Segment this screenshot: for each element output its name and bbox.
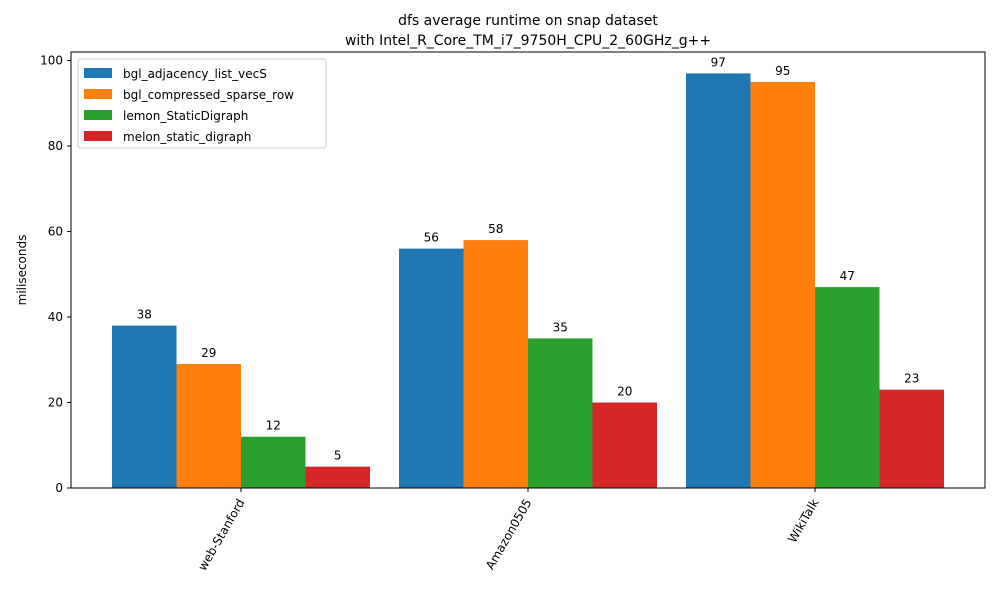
bar-melon_static_digraph-Amazon0505 — [592, 402, 657, 488]
legend-label: bgl_adjacency_list_vecS — [123, 67, 267, 81]
y-tick-label: 80 — [48, 139, 63, 153]
y-axis: 0 20 40 60 80 100 — [40, 54, 71, 495]
data-label: 20 — [617, 385, 632, 399]
data-label: 5 — [334, 449, 342, 463]
data-label: 12 — [266, 419, 281, 433]
data-label: 97 — [711, 55, 726, 69]
x-tick-label: WikiTalk — [785, 496, 821, 545]
legend: bgl_adjacency_list_vecS bgl_compressed_sp… — [77, 58, 327, 149]
data-labels-layer: 38 56 97 29 58 95 12 35 47 5 20 23 — [137, 55, 920, 462]
legend-swatch — [84, 131, 112, 141]
bar-melon_static_digraph-WikiTalk — [879, 389, 944, 488]
data-label: 29 — [201, 346, 216, 360]
legend-box — [77, 58, 327, 149]
legend-swatch — [84, 89, 112, 99]
data-label: 58 — [488, 222, 503, 236]
legend-label: melon_static_digraph — [123, 130, 251, 144]
bars-layer — [112, 73, 944, 488]
x-axis: web-Stanford Amazon0505 WikiTalk — [195, 488, 822, 574]
bar-melon_static_digraph-web-Stanford — [305, 466, 370, 488]
bar-bgl_compressed_sparse_row-Amazon0505 — [463, 240, 528, 488]
data-label: 38 — [137, 308, 152, 322]
data-label: 47 — [840, 269, 855, 283]
bar-lemon_StaticDigraph-WikiTalk — [815, 287, 880, 488]
y-tick-label: 40 — [48, 310, 63, 324]
plot-frame — [70, 51, 986, 489]
bar-lemon_StaticDigraph-web-Stanford — [241, 436, 306, 488]
bar-lemon_StaticDigraph-Amazon0505 — [528, 338, 593, 488]
legend-swatch — [84, 110, 112, 120]
y-tick-label: 60 — [48, 225, 63, 239]
bar-bgl_adjacency_list_vecS-WikiTalk — [686, 73, 751, 488]
y-tick-label: 100 — [40, 54, 63, 68]
bar-bgl_adjacency_list_vecS-web-Stanford — [112, 325, 177, 488]
x-tick-label: Amazon0505 — [483, 497, 535, 572]
y-tick-label: 0 — [55, 481, 63, 495]
bar-bgl_adjacency_list_vecS-Amazon0505 — [399, 248, 464, 488]
legend-swatch — [84, 68, 112, 78]
y-tick-label: 20 — [48, 396, 63, 410]
chart-title: dfs average runtime on snap dataset — [398, 13, 658, 29]
x-tick-label: web-Stanford — [195, 497, 247, 574]
data-label: 35 — [553, 320, 568, 334]
bar-bgl_compressed_sparse_row-web-Stanford — [176, 364, 241, 488]
data-label: 95 — [775, 64, 790, 78]
legend-label: bgl_compressed_sparse_row — [123, 88, 294, 102]
y-axis-label: miliseconds — [15, 235, 29, 306]
data-label: 23 — [904, 372, 919, 386]
bar-bgl_compressed_sparse_row-WikiTalk — [750, 81, 815, 488]
chart-subtitle: with Intel_R_Core_TM_i7_9750H_CPU_2_60GH… — [345, 33, 711, 49]
legend-label: lemon_StaticDigraph — [123, 109, 248, 123]
data-label: 56 — [424, 231, 439, 245]
